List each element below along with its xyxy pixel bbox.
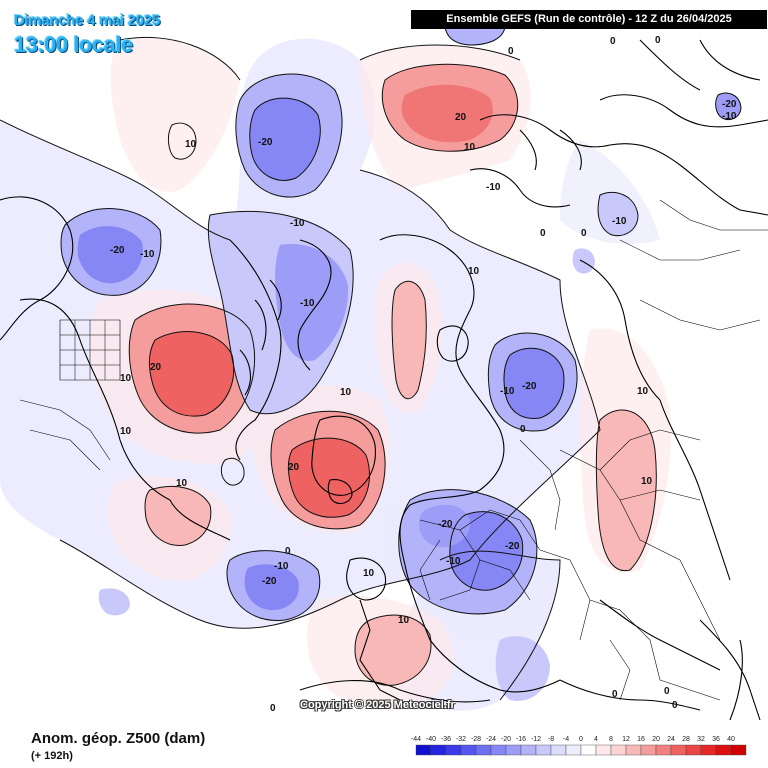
color-legend: -44 -40 -36 -32 -28 -24 -20 -16 -12 -8 -4 0 4 8 12 16 20… xyxy=(411,736,747,756)
contour-label: 10 xyxy=(176,478,188,489)
legend-tick-label: 32 xyxy=(697,736,705,743)
legend-swatch xyxy=(700,744,717,756)
contour-label: 10 xyxy=(120,373,132,384)
contour-label: 10 xyxy=(637,386,649,397)
borders xyxy=(19,199,768,701)
legend-swatch xyxy=(670,744,687,756)
contour-label: -20 xyxy=(258,137,273,148)
legend-swatch xyxy=(640,744,657,756)
contour-label: 10 xyxy=(120,426,132,437)
contour-label: -10 xyxy=(612,216,627,227)
coastlines xyxy=(0,39,768,721)
legend-tick-label: -8 xyxy=(548,736,554,743)
legend-swatch xyxy=(430,744,447,756)
contour-label: 0 xyxy=(610,36,616,47)
legend-swatch xyxy=(655,744,672,756)
contour-label: 0 xyxy=(655,35,661,46)
contour-label: 0 xyxy=(612,689,618,700)
contour-label: 10 xyxy=(363,568,375,579)
legend-swatch xyxy=(505,744,522,756)
legend-swatch xyxy=(565,744,582,756)
legend-swatch xyxy=(625,744,642,756)
contour-label: -10 xyxy=(722,111,737,122)
legend-tick-label: 8 xyxy=(609,736,613,743)
contour-lines xyxy=(0,12,742,701)
run-info-bar: Ensemble GEFS (Run de contrôle) - 12 Z d… xyxy=(411,10,767,29)
legend-swatch xyxy=(535,744,552,756)
contour-value-labels: -20 -20 -10 -10 -10 -20 -10 -10 -10 -20 … xyxy=(110,35,737,714)
legend-swatch xyxy=(580,744,597,756)
legend-swatch xyxy=(445,744,462,756)
contour-label: -10 xyxy=(486,182,501,193)
contour-label: 20 xyxy=(455,112,467,123)
legend-tick-label: -36 xyxy=(441,736,451,743)
contour-label: 0 xyxy=(540,228,546,239)
legend-swatch xyxy=(595,744,612,756)
legend-swatch xyxy=(475,744,492,756)
legend-tick-label: -32 xyxy=(456,736,466,743)
legend-tick-label: -28 xyxy=(471,736,481,743)
legend-swatch xyxy=(715,744,732,756)
valid-date: Dimanche 4 mai 2025 xyxy=(14,12,161,29)
contour-label: -20 xyxy=(722,99,737,110)
contour-label: 0 xyxy=(664,686,670,697)
contour-label: 0 xyxy=(285,546,291,557)
legend-tick-label: 4 xyxy=(594,736,598,743)
contour-label: 10 xyxy=(641,476,653,487)
contour-label: 10 xyxy=(398,615,410,626)
legend-tick-label: -16 xyxy=(516,736,526,743)
variable-label: Anom. géop. Z500 (dam) xyxy=(31,730,206,747)
contour-label: -20 xyxy=(438,519,453,530)
contour-label: -10 xyxy=(500,386,515,397)
contour-label: -10 xyxy=(300,298,315,309)
valid-time: 13:00 locale xyxy=(14,32,133,57)
contour-label: 10 xyxy=(464,142,476,153)
contour-label: -10 xyxy=(140,249,155,260)
contour-label: 0 xyxy=(520,424,526,435)
legend-tick-label: -12 xyxy=(531,736,541,743)
legend-tick-label: 16 xyxy=(637,736,645,743)
legend-tick-label: 20 xyxy=(652,736,660,743)
legend-tick-label: -20 xyxy=(501,736,511,743)
legend-swatch xyxy=(685,744,702,756)
contour-label: 0 xyxy=(508,46,514,57)
contour-label: 0 xyxy=(270,703,276,714)
contour-label: -10 xyxy=(290,218,305,229)
legend-swatch xyxy=(730,744,747,756)
legend-swatch xyxy=(415,744,432,756)
legend-tick-label: 36 xyxy=(712,736,720,743)
contour-label: 20 xyxy=(288,462,300,473)
legend-tick-label: -4 xyxy=(563,736,569,743)
legend-tick-label: -44 xyxy=(411,736,421,743)
contour-label: 10 xyxy=(185,139,197,150)
legend-swatch xyxy=(460,744,477,756)
legend-tick-label: 40 xyxy=(727,736,735,743)
legend-swatch xyxy=(490,744,507,756)
contour-label: -20 xyxy=(505,541,520,552)
contour-label: 10 xyxy=(468,266,480,277)
legend-tick-label: 28 xyxy=(682,736,690,743)
contour-label: 20 xyxy=(150,362,162,373)
contour-label: -10 xyxy=(446,556,461,567)
legend-tick-label: -24 xyxy=(486,736,496,743)
contour-label: 0 xyxy=(581,228,587,239)
copyright-notice: Copyright © 2025 Meteociel.fr xyxy=(300,699,455,711)
legend-swatch xyxy=(550,744,567,756)
legend-tick-label: -40 xyxy=(426,736,436,743)
contour-label: -20 xyxy=(522,381,537,392)
contour-label: 0 xyxy=(672,700,678,711)
contour-label: -10 xyxy=(274,561,289,572)
legend-swatch xyxy=(610,744,627,756)
contour-label: -20 xyxy=(110,245,125,256)
legend-tick-label: 24 xyxy=(667,736,675,743)
legend-swatch xyxy=(520,744,537,756)
lead-time: (+ 192h) xyxy=(31,750,73,762)
legend-tick-label: 12 xyxy=(622,736,630,743)
legend-tick-label: 0 xyxy=(579,736,583,743)
contour-label: 10 xyxy=(340,387,352,398)
contour-label: -20 xyxy=(262,576,277,587)
